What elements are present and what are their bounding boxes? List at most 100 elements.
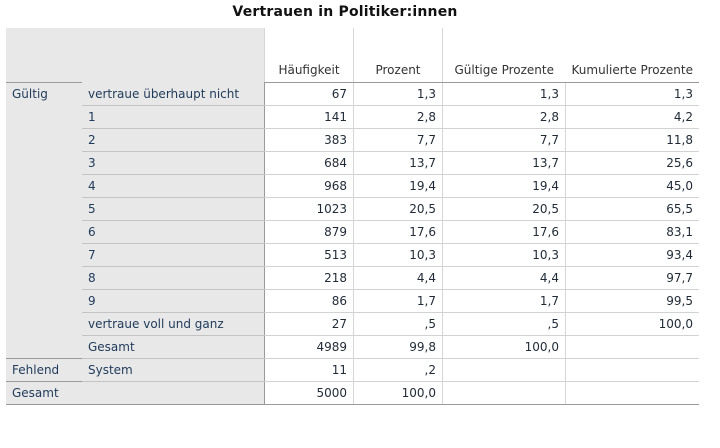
row-label: 5 bbox=[82, 197, 265, 221]
group-spacer bbox=[6, 151, 82, 175]
cell-frequency: 67 bbox=[264, 82, 354, 106]
cell-frequency: 383 bbox=[264, 128, 354, 152]
row-label: 9 bbox=[82, 289, 265, 313]
group-spacer bbox=[6, 243, 82, 267]
row-label: System bbox=[82, 358, 265, 382]
cell-frequency: 1023 bbox=[264, 197, 354, 221]
table-title: Vertrauen in Politiker:innen bbox=[232, 4, 458, 20]
table-row: Gültig vertraue überhaupt nicht 67 1,3 1… bbox=[6, 82, 699, 106]
cell-percent: 10,3 bbox=[353, 243, 443, 267]
group-spacer bbox=[6, 105, 82, 129]
table-row: 9 86 1,7 1,7 99,5 bbox=[6, 289, 699, 313]
group-spacer bbox=[6, 220, 82, 244]
row-label: Gesamt bbox=[82, 335, 265, 359]
cell-percent: ,2 bbox=[353, 358, 443, 382]
row-label: 6 bbox=[82, 220, 265, 244]
row-label: vertraue überhaupt nicht bbox=[82, 82, 265, 106]
cell-valid-percent: 20,5 bbox=[442, 197, 566, 221]
cell-frequency: 218 bbox=[264, 266, 354, 290]
cell-frequency: 27 bbox=[264, 312, 354, 336]
header-blank bbox=[6, 28, 82, 83]
cell-frequency: 684 bbox=[264, 151, 354, 175]
cell-valid-percent: 7,7 bbox=[442, 128, 566, 152]
cell-cumulative-percent: 93,4 bbox=[564, 243, 699, 267]
cell-cumulative-percent: 97,7 bbox=[564, 266, 699, 290]
row-label: 8 bbox=[82, 266, 265, 290]
cell-cumulative-percent bbox=[564, 358, 699, 382]
cell-percent: 100,0 bbox=[353, 381, 443, 405]
cell-valid-percent: 100,0 bbox=[442, 335, 566, 359]
cell-cumulative-percent bbox=[564, 381, 699, 405]
header-cumulative-percent: Kumulierte Prozente bbox=[565, 28, 699, 83]
table-row: 4 968 19,4 19,4 45,0 bbox=[6, 174, 699, 198]
cell-valid-percent: 1,7 bbox=[442, 289, 566, 313]
cell-frequency: 141 bbox=[264, 105, 354, 129]
group-spacer bbox=[6, 312, 82, 336]
cell-frequency: 4989 bbox=[264, 335, 354, 359]
row-label: 7 bbox=[82, 243, 265, 267]
row-label bbox=[82, 381, 265, 405]
frequency-table: Häufigkeit Prozent Gültige Prozente Kumu… bbox=[6, 28, 699, 405]
table-row: 5 1023 20,5 20,5 65,5 bbox=[6, 197, 699, 221]
header-blank bbox=[82, 28, 265, 83]
group-spacer bbox=[6, 266, 82, 290]
row-label: 2 bbox=[82, 128, 265, 152]
cell-valid-percent bbox=[442, 381, 566, 405]
cell-cumulative-percent: 65,5 bbox=[564, 197, 699, 221]
cell-valid-percent: 1,3 bbox=[442, 82, 566, 106]
table-row: vertraue voll und ganz 27 ,5 ,5 100,0 bbox=[6, 312, 699, 336]
table-header-row: Häufigkeit Prozent Gültige Prozente Kumu… bbox=[6, 28, 699, 83]
cell-valid-percent: 10,3 bbox=[442, 243, 566, 267]
cell-frequency: 968 bbox=[264, 174, 354, 198]
cell-valid-percent: 19,4 bbox=[442, 174, 566, 198]
cell-percent: 99,8 bbox=[353, 335, 443, 359]
cell-percent: 17,6 bbox=[353, 220, 443, 244]
cell-cumulative-percent: 4,2 bbox=[564, 105, 699, 129]
cell-cumulative-percent: 99,5 bbox=[564, 289, 699, 313]
cell-frequency: 879 bbox=[264, 220, 354, 244]
cell-percent: 19,4 bbox=[353, 174, 443, 198]
group-spacer bbox=[6, 197, 82, 221]
table-row: Gesamt 5000 100,0 bbox=[6, 381, 699, 405]
row-label: 3 bbox=[82, 151, 265, 175]
cell-valid-percent: 17,6 bbox=[442, 220, 566, 244]
group-spacer bbox=[6, 128, 82, 152]
cell-valid-percent: 4,4 bbox=[442, 266, 566, 290]
header-percent: Prozent bbox=[353, 28, 443, 83]
group-label-missing: Fehlend bbox=[6, 358, 82, 382]
cell-valid-percent: 13,7 bbox=[442, 151, 566, 175]
group-label-valid: Gültig bbox=[6, 82, 82, 106]
group-spacer bbox=[6, 335, 82, 359]
group-label-total: Gesamt bbox=[6, 381, 82, 405]
table-row: 1 141 2,8 2,8 4,2 bbox=[6, 105, 699, 129]
group-spacer bbox=[6, 289, 82, 313]
cell-percent: 2,8 bbox=[353, 105, 443, 129]
cell-cumulative-percent: 11,8 bbox=[564, 128, 699, 152]
table-row: 6 879 17,6 17,6 83,1 bbox=[6, 220, 699, 244]
cell-cumulative-percent: 1,3 bbox=[564, 82, 699, 106]
cell-percent: 1,7 bbox=[353, 289, 443, 313]
cell-percent: ,5 bbox=[353, 312, 443, 336]
cell-cumulative-percent: 25,6 bbox=[564, 151, 699, 175]
table-row: 8 218 4,4 4,4 97,7 bbox=[6, 266, 699, 290]
cell-percent: 1,3 bbox=[353, 82, 443, 106]
cell-frequency: 5000 bbox=[264, 381, 354, 405]
header-frequency: Häufigkeit bbox=[264, 28, 354, 83]
cell-percent: 7,7 bbox=[353, 128, 443, 152]
table-row: 2 383 7,7 7,7 11,8 bbox=[6, 128, 699, 152]
cell-cumulative-percent bbox=[564, 335, 699, 359]
group-spacer bbox=[6, 174, 82, 198]
cell-valid-percent: 2,8 bbox=[442, 105, 566, 129]
row-label: 1 bbox=[82, 105, 265, 129]
cell-frequency: 11 bbox=[264, 358, 354, 382]
cell-cumulative-percent: 45,0 bbox=[564, 174, 699, 198]
row-label: vertraue voll und ganz bbox=[82, 312, 265, 336]
table-row: 3 684 13,7 13,7 25,6 bbox=[6, 151, 699, 175]
cell-percent: 13,7 bbox=[353, 151, 443, 175]
cell-percent: 20,5 bbox=[353, 197, 443, 221]
cell-cumulative-percent: 83,1 bbox=[564, 220, 699, 244]
cell-valid-percent bbox=[442, 358, 566, 382]
cell-cumulative-percent: 100,0 bbox=[564, 312, 699, 336]
cell-percent: 4,4 bbox=[353, 266, 443, 290]
table-row: 7 513 10,3 10,3 93,4 bbox=[6, 243, 699, 267]
